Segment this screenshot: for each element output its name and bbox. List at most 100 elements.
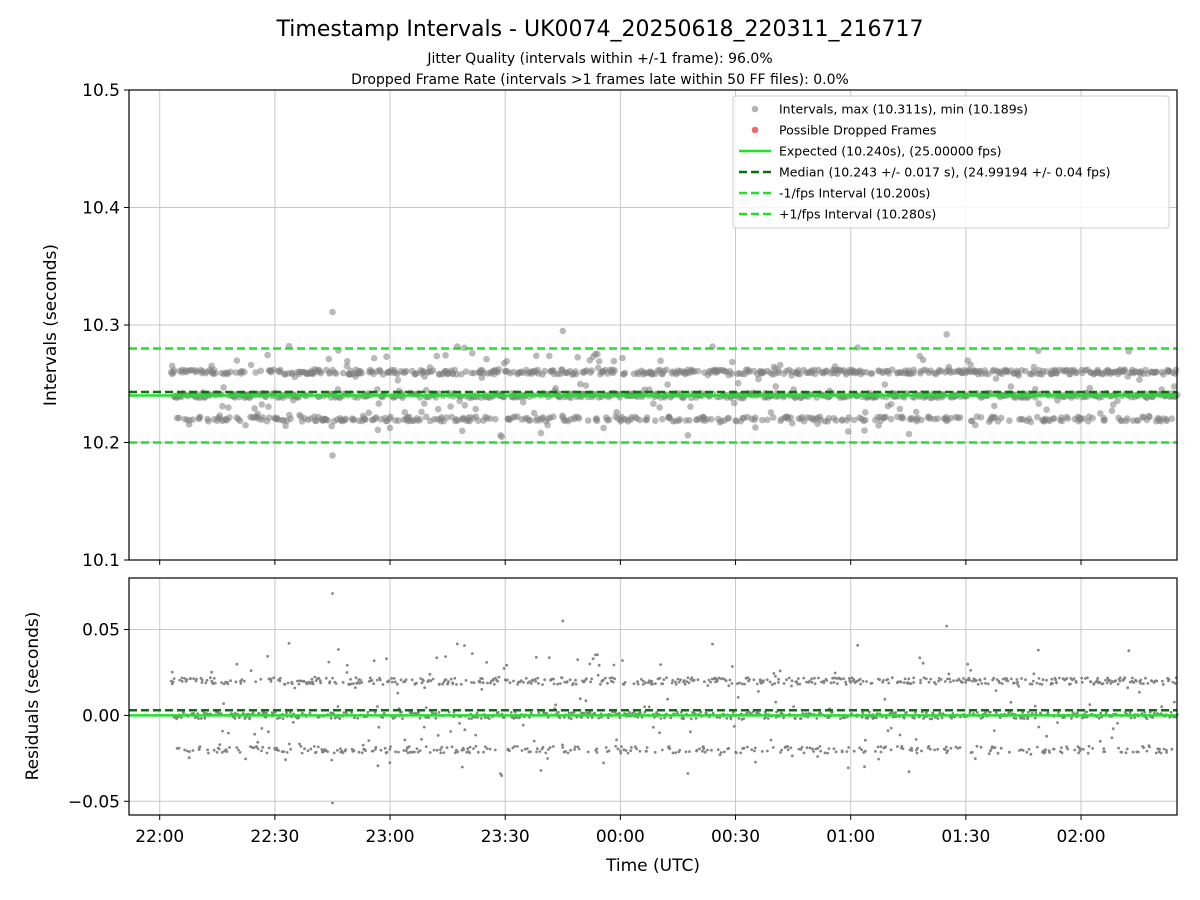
residual-point [586,750,590,754]
residual-point [709,680,712,684]
residual-point [222,702,226,705]
residual-point [879,750,883,754]
residual-point [916,746,919,750]
interval-point [1064,415,1071,422]
residual-point [998,716,1002,720]
residual-point [373,711,377,714]
residual-point [1105,681,1109,685]
residual-point [1066,747,1070,751]
residual-point [574,682,578,686]
residual-point [596,673,600,677]
residual-point [269,677,273,681]
residual-point [863,749,867,753]
residual-point [1103,750,1107,753]
residual-point [367,739,371,742]
residual-point [1123,676,1127,679]
residual-point [282,750,286,753]
residual-point [766,717,770,720]
residual-point [718,716,722,719]
interval-point [541,367,548,375]
residual-point [334,682,338,685]
residual-point [1080,676,1084,680]
interval-point [387,413,394,421]
residual-point [392,677,396,680]
interval-point [1153,368,1161,376]
residual-point [451,682,455,686]
residual-point [341,681,345,684]
residual-point [178,678,182,682]
interval-point [552,385,559,392]
residual-point [235,662,239,666]
interval-point [1043,406,1050,414]
residual-point [725,717,729,720]
residual-point [955,679,959,682]
residual-point [894,711,897,715]
residual-point [622,683,626,686]
residual-point [796,682,800,686]
residual-point [787,676,791,680]
residual-point [413,750,416,754]
interval-point [991,402,998,410]
interval-point [636,416,644,424]
residual-point [309,747,313,751]
interval-point [595,358,603,365]
residual-point [422,725,426,729]
residual-point [310,677,314,681]
interval-point [1109,401,1117,408]
residual-point [993,746,997,749]
residual-point [834,750,838,754]
residual-point [1158,747,1161,751]
residual-point [408,750,412,754]
residual-point [914,711,917,714]
residual-point [278,676,282,680]
residual-point [689,730,692,734]
residual-point [561,619,565,623]
residual-point [886,729,890,733]
residual-point [344,748,348,751]
residual-point [275,746,279,750]
residual-point [332,751,336,755]
residual-point [278,716,282,720]
interval-point [943,331,950,338]
residual-point [437,711,441,714]
interval-point [887,400,895,408]
residual-point [636,682,640,686]
residual-point [905,711,908,714]
residual-point [1118,676,1122,680]
residual-point [546,716,550,719]
interval-point [850,416,858,424]
residual-point [463,644,466,647]
residual-point [1032,672,1036,676]
residual-point [508,681,512,685]
residual-point [643,705,646,709]
interval-point [619,354,626,362]
interval-point [1163,417,1170,425]
residual-point [1045,734,1048,738]
residual-point [815,717,819,720]
residual-point [255,745,258,749]
residual-point [663,716,666,720]
residual-point [716,748,720,751]
residuals-axes-frame [128,577,1178,816]
x-tick-label: 01:00 [826,827,875,847]
residual-point [262,711,266,714]
residual-point [1065,745,1068,749]
residual-point [452,710,456,714]
residual-point [314,679,318,683]
interval-point [429,367,437,374]
residual-point [300,751,304,755]
residual-point [453,751,457,755]
residual-point [226,682,230,686]
chart-legend: Intervals, max (10.311s), min (10.189s) … [732,95,1170,229]
residual-point [1110,736,1114,740]
residual-point [567,716,571,720]
residual-point [1117,746,1120,750]
residual-point [215,750,219,754]
interval-point [332,370,340,377]
residual-point [810,680,814,684]
residual-point [717,676,721,680]
residual-point [462,748,465,752]
intervals-y-tick-label: 10.2 [82,434,120,454]
residual-point [739,751,743,755]
residual-point [227,731,230,735]
